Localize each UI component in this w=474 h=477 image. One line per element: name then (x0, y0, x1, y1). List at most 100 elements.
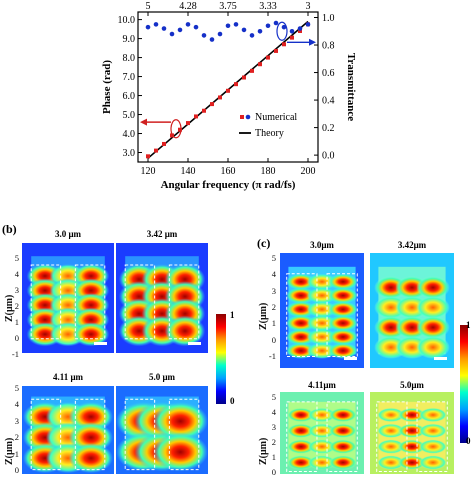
field-hotspot (328, 455, 358, 470)
transmittance-point (273, 20, 279, 26)
field-hotspot (327, 342, 359, 359)
field-hotspot (286, 455, 316, 470)
phase-point (266, 55, 270, 60)
x-axis-label: Angular frequency (π rad/fs) (161, 179, 296, 191)
phase-point (186, 121, 190, 126)
panel-c-z-tick-top: 5 (271, 253, 276, 263)
transmittance-point (249, 33, 255, 38)
legend-label-numerical: Numerical (255, 112, 297, 123)
field-hotspot (418, 455, 448, 470)
panel-c-colorbar-max: 1 (466, 320, 471, 330)
panel-b-z-tick-bottom: 4 (14, 399, 19, 410)
field-hotspot (285, 301, 317, 318)
transmittance-point (185, 22, 191, 27)
field-hotspot (328, 439, 358, 455)
top-tick-label: 5 (146, 1, 151, 12)
field-hotspot (152, 401, 208, 441)
y-right-tick-label: 0.6 (322, 68, 335, 79)
field-map-b-5-0 (116, 386, 208, 474)
panel-b-z-tick-bottom: 5 (14, 383, 19, 393)
transmittance-point (153, 22, 159, 27)
field-hotspot (307, 455, 337, 470)
field-hotspot (376, 439, 406, 455)
field-hotspot (376, 407, 406, 423)
phase-point (162, 141, 166, 146)
y-right-axis-label: Transmittance (345, 53, 357, 121)
field-hotspot (327, 287, 359, 304)
field-hotspot (416, 335, 450, 359)
structure-outline (326, 273, 358, 358)
phase-point (234, 82, 238, 87)
field-hotspot (397, 439, 427, 455)
panel-b-z-tick-bottom: 0 (14, 465, 19, 475)
panel-c-z-tick-top: 0 (271, 334, 276, 345)
panel-b-colorbar-max: 1 (230, 310, 235, 320)
panel-b-z-tick-top: 3 (14, 285, 19, 295)
transmittance-point (257, 28, 263, 34)
field-hotspot (397, 423, 427, 439)
field-hotspot (306, 342, 338, 359)
transmittance-point (193, 24, 199, 30)
field-hotspot (68, 443, 114, 474)
y-right-tick-label: 0.4 (322, 96, 335, 107)
field-hotspot (416, 315, 450, 339)
field-hotspot (397, 455, 427, 470)
phase-point (282, 42, 286, 47)
transmittance-arrow-head (309, 38, 316, 46)
transmittance-point (201, 33, 207, 38)
y-left-axis-label: Phase (rad) (101, 60, 113, 114)
panel-b-letter: (b) (2, 222, 17, 236)
field-map-c-5-0 (370, 392, 454, 474)
field-hotspot (72, 322, 110, 347)
panel-c-z-tick-top: 4 (271, 269, 276, 280)
panel-c-title-1: 3.0μm (310, 240, 334, 250)
panel-b-title-2: 3.42 μm (146, 229, 178, 239)
phase-point (154, 148, 158, 153)
y-right-tick-label: 0.2 (322, 123, 335, 134)
top-tick-label: 3.33 (259, 1, 277, 12)
transmittance-point (305, 22, 311, 27)
structure-outline (416, 401, 448, 473)
y-left-tick-label: 5.0 (123, 110, 136, 121)
field-hotspot (285, 287, 317, 304)
transmittance-point (177, 27, 183, 33)
panel-c-z-tick-bottom: 2 (271, 437, 276, 447)
phase-point (210, 102, 214, 107)
y-left-tick-label: 8.0 (123, 53, 136, 64)
structure-outline (168, 264, 200, 340)
field-hotspot (376, 455, 406, 470)
field-hotspot (306, 287, 338, 304)
field-hotspot (285, 328, 317, 345)
field-hotspot (285, 315, 317, 332)
panel-c-z-tick-top: 1 (271, 318, 276, 329)
panel-c-z-tick-bottom: 3 (271, 422, 276, 432)
field-hotspot (376, 423, 406, 439)
panel-b-z-tick-top: -1 (11, 349, 19, 359)
panel-c-z-tick-bottom: 0 (271, 467, 276, 477)
phase-point (274, 48, 278, 53)
top-tick-label: 4.28 (179, 1, 197, 12)
panel-c-colorbar (460, 325, 468, 443)
field-hotspot (418, 407, 448, 423)
panel-b-colorbar-min: 0 (230, 396, 235, 406)
field-hotspot (285, 342, 317, 359)
field-map-b-4-11 (22, 386, 114, 474)
panel-c-letter: (c) (257, 236, 271, 250)
structure-outline (74, 264, 106, 340)
field-hotspot (306, 301, 338, 318)
field-hotspot (285, 273, 317, 290)
y-left-tick-label: 3.0 (123, 148, 136, 159)
x-tick-label: 140 (181, 166, 196, 177)
phase-point (218, 95, 222, 100)
panel-c-z-tick-bottom: 1 (271, 452, 276, 462)
panel-b-z-tick-top: 4 (14, 269, 19, 279)
field-hotspot (418, 423, 448, 439)
field-hotspot (416, 276, 450, 299)
phase-point (298, 28, 302, 33)
phase-point (290, 35, 294, 40)
panel-b-z-tick-bottom: 2 (14, 432, 19, 443)
structure-outline (326, 401, 358, 473)
phase-arrow-head (140, 118, 147, 126)
scale-bar (94, 342, 107, 345)
field-hotspot (418, 439, 448, 455)
